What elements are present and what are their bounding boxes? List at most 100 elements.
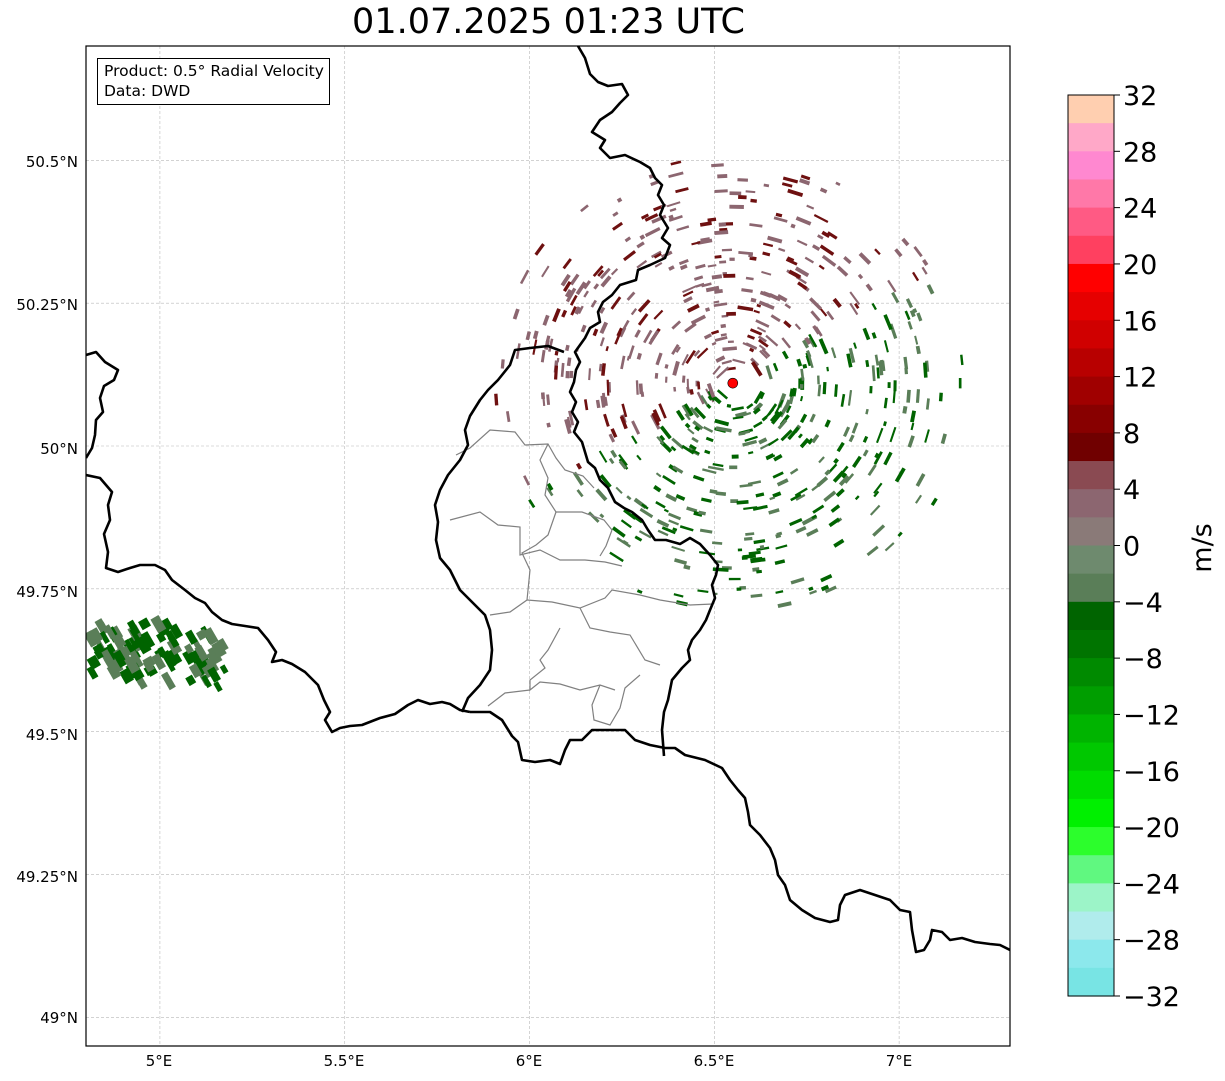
echo-gate — [747, 451, 754, 455]
lat-tick-label: 50°N — [40, 440, 78, 458]
echo-gate — [651, 250, 662, 259]
echo-gate — [738, 431, 746, 436]
canton-border — [526, 589, 714, 609]
echo-gate — [761, 270, 772, 276]
echo-gate — [729, 465, 738, 470]
echo-gate — [757, 335, 767, 343]
echo-gate — [759, 391, 765, 400]
echo-gate — [865, 283, 873, 292]
echo-gate — [693, 406, 707, 420]
echo-gate — [569, 370, 574, 379]
echo-gate — [597, 269, 605, 277]
echo-gate — [800, 174, 811, 181]
colorbar-tick-label: −16 — [1123, 757, 1180, 788]
echo-gate — [910, 410, 917, 423]
echo-gate — [753, 402, 763, 412]
echo-gate — [820, 584, 830, 592]
echo-gate — [761, 415, 768, 422]
echo-gate — [809, 589, 817, 595]
echo-gate — [808, 333, 818, 348]
echo-gate — [741, 555, 748, 560]
echo-gate — [758, 338, 769, 348]
echo-gate — [676, 225, 690, 232]
echo-gate — [542, 314, 550, 326]
echo-gate — [675, 346, 681, 353]
echo-gate — [846, 353, 853, 368]
echo-gate — [838, 474, 850, 487]
echo-gate — [731, 454, 739, 459]
echo-gate — [713, 396, 722, 405]
echo-gate — [86, 630, 99, 648]
echo-gate — [874, 248, 881, 256]
echo-gate — [833, 458, 839, 464]
echo-gate — [785, 405, 792, 414]
echo-gate — [500, 359, 505, 369]
echo-gate — [705, 285, 720, 293]
lat-tick-label: 49.75°N — [16, 583, 78, 601]
echo-gate — [787, 188, 804, 197]
echo-gate — [892, 388, 896, 404]
colorbar-tick-label: −4 — [1123, 588, 1163, 619]
echo-gate — [631, 435, 638, 445]
echo-gate — [769, 496, 776, 501]
echo-gate — [775, 212, 783, 218]
echo-gate — [883, 340, 889, 353]
echo-gate — [655, 472, 662, 478]
echo-gate — [807, 437, 814, 445]
echo-gate — [884, 542, 895, 552]
echo-gate — [750, 593, 763, 598]
echo-gate — [659, 434, 666, 442]
echo-gate — [712, 541, 723, 545]
echo-gate — [609, 551, 624, 563]
echo-gate — [926, 284, 935, 295]
echo-gate — [753, 309, 760, 314]
echo-gate — [140, 633, 153, 649]
echo-gate — [213, 681, 223, 693]
echo-gate — [849, 302, 859, 316]
echo-gate — [797, 281, 808, 290]
echo-gate — [745, 190, 756, 194]
echo-gate — [737, 548, 743, 552]
echo-gate — [706, 403, 712, 409]
echo-gate — [711, 163, 724, 168]
echo-gate — [741, 288, 753, 293]
echo-gate — [211, 640, 227, 658]
echo-gate — [637, 299, 651, 313]
echo-gate — [720, 333, 727, 337]
echo-gate — [685, 349, 696, 365]
echo-gate — [765, 365, 773, 380]
colorbar-band — [1068, 658, 1114, 687]
echo-gate — [656, 519, 670, 528]
echo-gate — [671, 437, 685, 450]
echo-gate — [683, 296, 693, 304]
echo-gate — [812, 504, 825, 514]
colorbar-band — [1068, 235, 1114, 265]
echo-gate — [830, 347, 837, 359]
canton-border — [489, 511, 557, 616]
colorbar-tick-label: −28 — [1123, 926, 1180, 957]
echo-gate — [714, 230, 729, 235]
echo-gate — [630, 513, 643, 524]
echo-gate — [598, 450, 608, 463]
echo-gate — [583, 290, 589, 298]
echo-gate — [99, 630, 110, 645]
echo-gate — [747, 480, 762, 486]
echo-gate — [811, 483, 821, 492]
echo-gate — [748, 253, 753, 258]
echo-gate — [705, 436, 714, 443]
echo-gate — [789, 518, 803, 527]
echo-gate — [185, 674, 197, 687]
echo-gate — [562, 280, 572, 292]
echo-gate — [871, 365, 876, 382]
echo-gate — [546, 482, 554, 491]
echo-gate — [689, 388, 694, 395]
echo-gate — [610, 296, 622, 310]
colorbar-band — [1068, 742, 1114, 772]
echo-gate — [758, 344, 766, 351]
echo-gate — [767, 437, 779, 447]
echo-gate — [704, 449, 711, 455]
echo-gate — [716, 389, 729, 400]
echo-gate — [534, 243, 545, 256]
echo-gate — [773, 453, 783, 462]
echo-gate — [876, 367, 880, 379]
